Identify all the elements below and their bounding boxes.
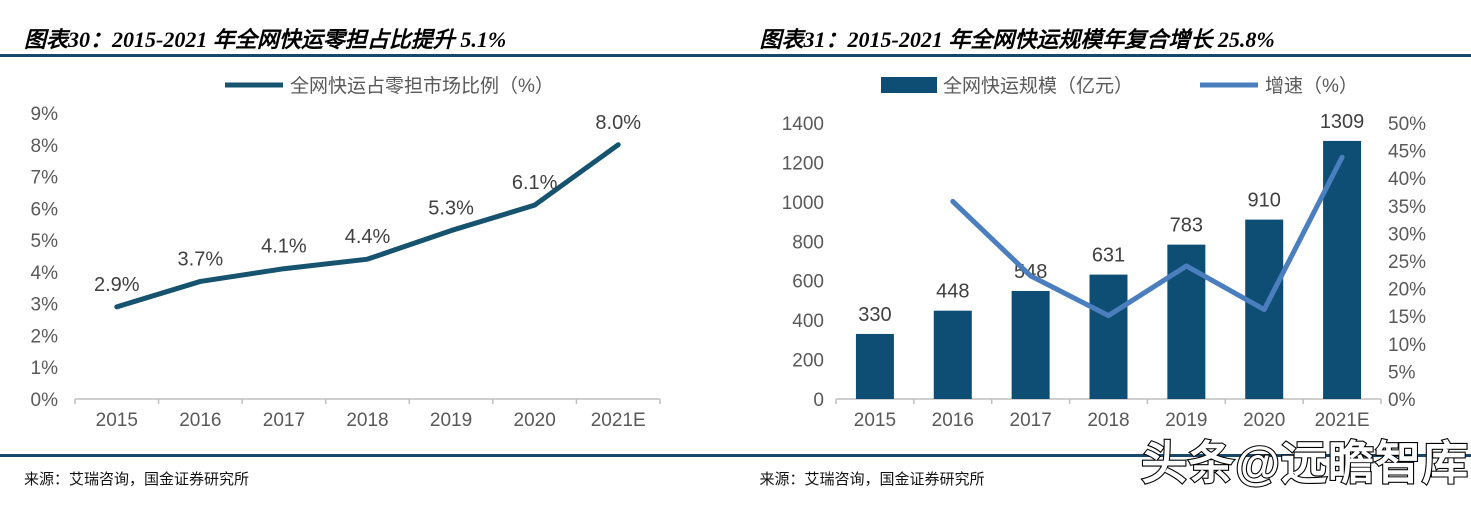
svg-text:2017: 2017 [1009,410,1051,431]
bar [855,333,894,399]
svg-text:2021E: 2021E [1314,410,1369,431]
figure-31-panel: 图表31：2015-2021 年全网快运规模年复合增长 25.8% 0 200 40… [735,0,1471,505]
svg-text:2%: 2% [31,326,59,347]
x-axis: 2015 2016 2017 2018 2019 2020 2021E [834,398,1382,431]
figure-30-title: 图表30：2015-2021 年全网快运零担占比提升 5.1% [0,0,736,57]
svg-text:2018: 2018 [346,410,388,431]
svg-text:8%: 8% [31,136,59,157]
bar [933,310,972,399]
svg-text:2019: 2019 [430,410,472,431]
svg-text:2016: 2016 [931,410,973,431]
trend-line [114,142,621,310]
legend: 全网快运规模（亿元） 增速（%） [880,75,1358,97]
figure-30-source: 来源：艾瑞咨询，国金证券研究所 [0,454,736,502]
svg-text:25%: 25% [1388,252,1426,273]
figure-30-panel: 图表30：2015-2021 年全网快运零担占比提升 5.1% 0% 1% 2% 3%… [0,0,736,502]
svg-text:8.0%: 8.0% [595,112,641,134]
legend-label: 全网快运占零担市场比例（%） [290,75,554,97]
svg-text:4%: 4% [31,263,59,284]
svg-text:200: 200 [792,351,824,372]
svg-text:1000: 1000 [781,193,823,214]
legend-label: 全网快运规模（亿元） [943,75,1133,97]
svg-text:1%: 1% [31,358,59,379]
trend-line [949,154,1345,319]
line-series [949,154,1345,319]
svg-text:5%: 5% [1388,362,1416,383]
svg-text:35%: 35% [1388,197,1426,218]
bar [1011,290,1050,399]
svg-text:783: 783 [1169,215,1202,237]
svg-text:3.7%: 3.7% [178,248,224,270]
svg-text:2021E: 2021E [591,410,646,431]
svg-text:2018: 2018 [1087,410,1129,431]
svg-text:3%: 3% [31,295,59,316]
svg-text:9%: 9% [31,104,59,125]
svg-text:20%: 20% [1388,280,1426,301]
svg-text:45%: 45% [1388,142,1426,163]
svg-text:2.9%: 2.9% [94,274,140,296]
axis-labels: 0 200 400 600 800 1000 1200 1400 0% 5% 10% 15% 20% 25… [781,114,1425,411]
svg-text:0%: 0% [1388,390,1416,411]
svg-text:40%: 40% [1388,169,1426,190]
svg-text:2020: 2020 [1243,410,1285,431]
svg-text:2015: 2015 [96,410,138,431]
svg-text:800: 800 [792,232,824,253]
svg-text:10%: 10% [1388,335,1426,356]
svg-text:7%: 7% [31,168,59,189]
svg-text:910: 910 [1247,190,1280,212]
svg-text:2019: 2019 [1165,410,1207,431]
svg-text:1400: 1400 [781,114,823,135]
svg-text:2020: 2020 [514,410,556,431]
svg-text:631: 631 [1091,245,1124,267]
svg-text:0%: 0% [31,390,59,411]
figure-30-line-chart: 0% 1% 2% 3% 4% 5% 6% 7% 8% 9% 2015 2016 2017 2018 2019… [31,75,661,431]
legend-label: 增速（%） [1265,75,1358,97]
svg-text:5.3%: 5.3% [428,198,474,220]
svg-text:1200: 1200 [781,153,823,174]
figure-31-combo-chart: 0 200 400 600 800 1000 1200 1400 0% 5% 10% 15% 20% 25… [781,75,1425,431]
svg-text:600: 600 [792,272,824,293]
svg-text:2015: 2015 [853,410,895,431]
svg-text:15%: 15% [1388,307,1426,328]
x-axis: 2015 2016 2017 2018 2019 2020 2021E [74,398,661,431]
svg-text:4.1%: 4.1% [261,236,307,258]
watermark: 头条@远瞻智库 [1140,436,1469,490]
svg-text:6.1%: 6.1% [512,172,558,194]
line-series: 2.9% 3.7% 4.1% 4.4% 5.3% 6.1% 8.0% [94,112,641,310]
svg-text:0: 0 [813,390,824,411]
svg-text:6%: 6% [31,199,59,220]
svg-text:2016: 2016 [179,410,221,431]
svg-text:330: 330 [858,304,891,326]
svg-text:30%: 30% [1388,224,1426,245]
svg-text:2017: 2017 [263,410,305,431]
svg-text:1309: 1309 [1319,111,1364,133]
svg-text:5%: 5% [31,231,59,252]
svg-text:448: 448 [936,281,969,303]
figure-31-title: 图表31：2015-2021 年全网快运规模年复合增长 25.8% [735,0,1471,57]
bar [1089,274,1127,399]
svg-text:50%: 50% [1388,114,1426,135]
legend: 全网快运占零担市场比例（%） [225,75,554,97]
svg-text:400: 400 [792,311,824,332]
svg-text:4.4%: 4.4% [345,226,391,248]
legend-bar-swatch [880,77,937,93]
figure-31-source: 来源：艾瑞咨询，国金证券研究所 [735,454,1471,502]
axis-labels: 0% 1% 2% 3% 4% 5% 6% 7% 8% 9% [31,104,59,411]
